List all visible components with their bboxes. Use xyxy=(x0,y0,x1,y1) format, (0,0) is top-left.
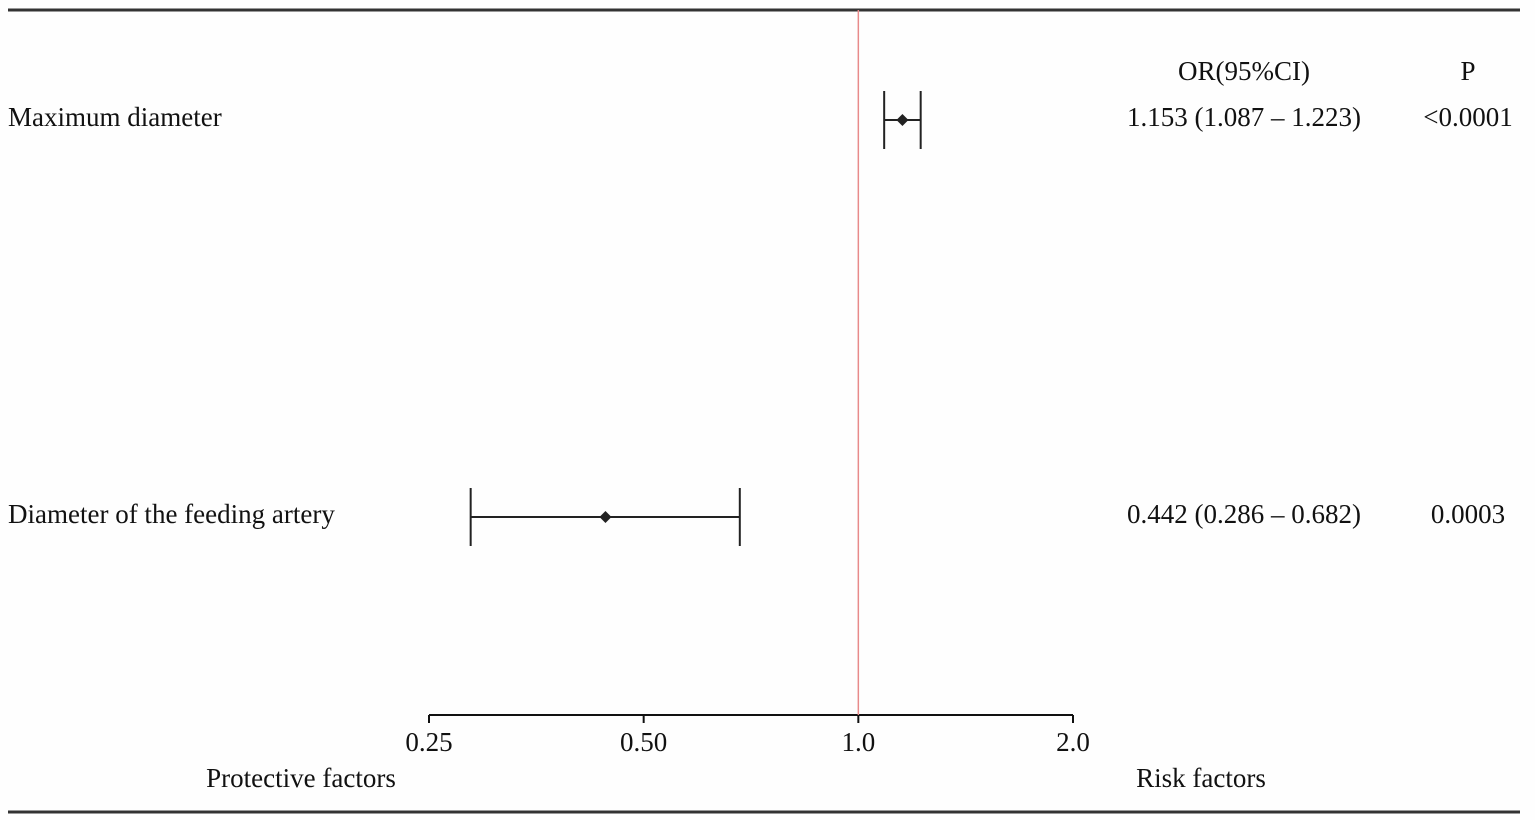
x-tick-label: 0.25 xyxy=(405,727,452,757)
x-tick-label: 1.0 xyxy=(841,727,875,757)
p-value: <0.0001 xyxy=(1423,102,1512,132)
row-label: Diameter of the feeding artery xyxy=(8,499,335,529)
annotation: Risk factors xyxy=(1136,763,1266,793)
row-label: Maximum diameter xyxy=(8,102,222,132)
column-header: OR(95%CI) xyxy=(1178,56,1310,86)
x-tick-label: 2.0 xyxy=(1056,727,1090,757)
annotation: Protective factors xyxy=(206,763,396,793)
point-estimate xyxy=(896,114,909,126)
or-label: 0.442 (0.286 – 0.682) xyxy=(1127,499,1361,529)
column-header: P xyxy=(1460,56,1475,86)
or-label: 1.153 (1.087 – 1.223) xyxy=(1127,102,1361,132)
p-value: 0.0003 xyxy=(1431,499,1505,529)
x-tick-label: 0.50 xyxy=(620,727,667,757)
point-estimate xyxy=(599,511,612,523)
